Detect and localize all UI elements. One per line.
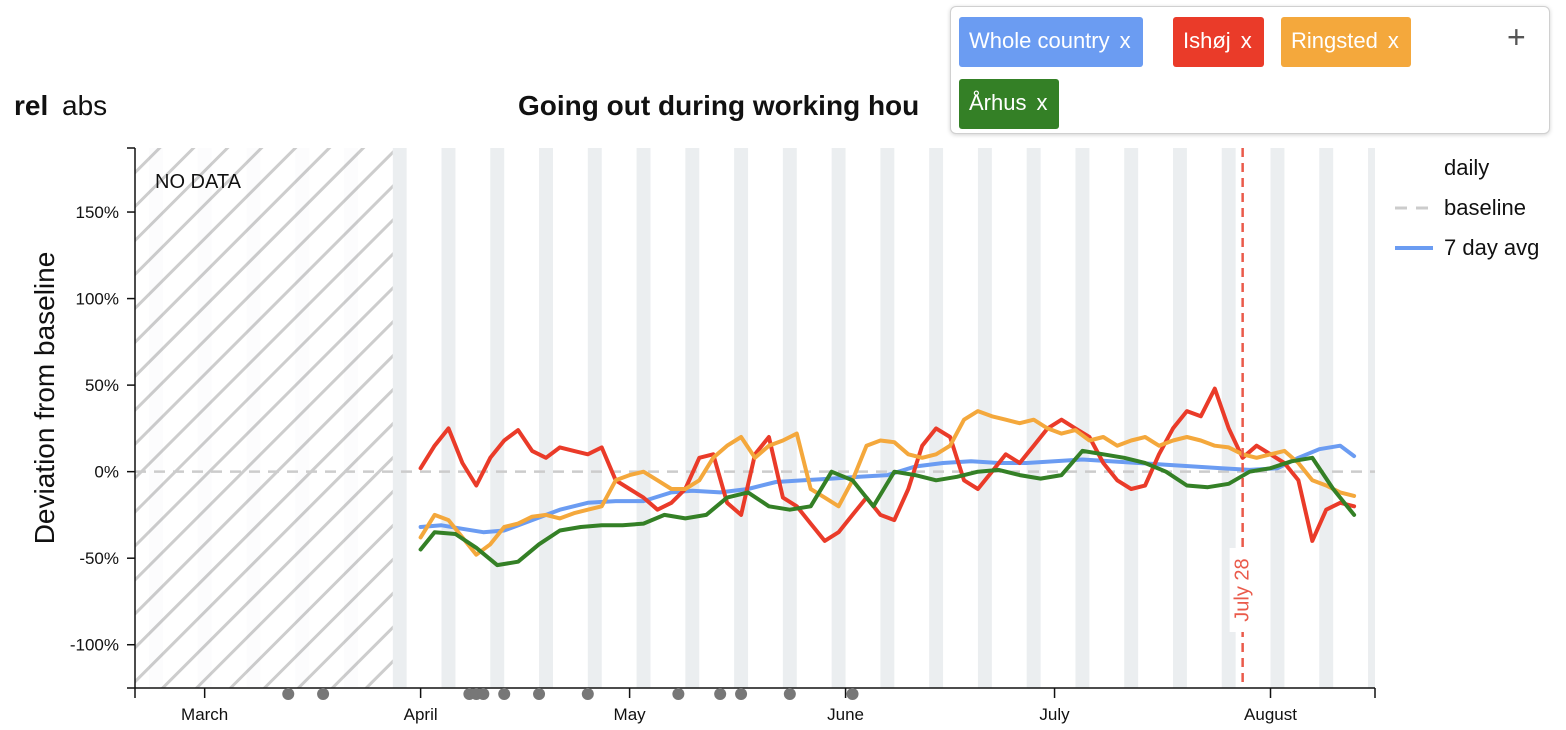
legend-heading: daily [1444, 155, 1489, 180]
date-marker-group: July 28 [1229, 148, 1256, 688]
holiday-dot [714, 688, 727, 700]
mode-rel-button[interactable]: rel [14, 90, 49, 121]
weekend-band [831, 148, 846, 688]
weekend-band [880, 148, 895, 688]
date-marker-label: July 28 [1232, 558, 1254, 621]
chart-title: Going out during working hou [518, 90, 920, 121]
remove-region-button[interactable]: x [1240, 28, 1252, 53]
holiday-dot [533, 688, 546, 700]
holiday-dot [282, 688, 295, 700]
region-chip-whole-country[interactable]: Whole country x [959, 17, 1143, 67]
region-selector-panel: Whole country x Ishøj x Ringsted x Århus x + [950, 6, 1550, 134]
holiday-dot [735, 688, 748, 700]
holiday-dot [317, 688, 330, 700]
x-tick-label: June [827, 705, 864, 724]
weekend-band [636, 148, 651, 688]
y-tick-label: 0% [94, 463, 119, 482]
weekend-band [490, 148, 505, 688]
weekend-band [929, 148, 944, 688]
no-data-region: NO DATA [135, 148, 393, 688]
holiday-dot [581, 688, 594, 700]
weekend-band [1124, 148, 1139, 688]
weekend-band [1270, 148, 1285, 688]
x-tick-label: March [181, 705, 228, 724]
date-marker-label-bg [1229, 548, 1256, 632]
holiday-dot [783, 688, 796, 700]
holiday-dots [282, 688, 859, 700]
weekend-band [539, 148, 553, 688]
region-chip-aarhus[interactable]: Århus x [959, 79, 1060, 129]
y-tick-label: 150% [76, 203, 119, 222]
add-region-button[interactable]: + [1507, 19, 1526, 55]
y-tick-label: 50% [85, 376, 119, 395]
series-line [418, 443, 1357, 535]
legend-avg-label: 7 day avg [1444, 235, 1539, 260]
y-tick-label: -100% [70, 636, 119, 655]
holiday-dot [672, 688, 685, 700]
weekend-band [734, 148, 749, 688]
holiday-dot [498, 688, 511, 700]
weekend-band [685, 148, 700, 688]
weekend-band [1368, 148, 1375, 688]
region-chip-label: Ringsted [1291, 28, 1378, 53]
series-line [418, 386, 1357, 543]
weekend-band [1075, 148, 1090, 688]
weekend-band [782, 148, 797, 688]
legend: daily baseline 7 day avg [1395, 155, 1539, 260]
mode-abs-button[interactable]: abs [62, 90, 108, 121]
region-chip-label: Ishøj [1183, 28, 1231, 53]
x-tick-label: April [404, 705, 438, 724]
axes: 150% 100% 50% 0% -50% -100% March April May June J… [29, 147, 1376, 724]
region-chip-ringsted[interactable]: Ringsted x [1281, 17, 1411, 67]
y-tick-label: 100% [76, 290, 119, 309]
series-group [418, 386, 1357, 568]
holiday-dot [846, 688, 859, 700]
remove-region-button[interactable]: x [1119, 28, 1131, 53]
weekend-band [392, 148, 407, 688]
no-data-label: NO DATA [155, 171, 242, 193]
holiday-dot [477, 688, 490, 700]
series-line [418, 448, 1357, 568]
no-data-hatch [135, 148, 393, 688]
region-chip-label: Århus [969, 90, 1027, 115]
weekend-band [441, 148, 456, 688]
region-chip-label: Whole country [969, 28, 1110, 53]
y-axis-label: Deviation from baseline [29, 252, 60, 545]
weekend-band [1319, 148, 1334, 688]
x-tick-label: August [1244, 705, 1297, 724]
remove-region-button[interactable]: x [1036, 90, 1048, 115]
series-line [418, 409, 1357, 557]
y-tick-label: -50% [79, 549, 119, 568]
x-tick-label: July [1039, 705, 1070, 724]
region-chip-ishoj[interactable]: Ishøj x [1173, 17, 1264, 67]
weekend-band [977, 148, 992, 688]
legend-baseline-label: baseline [1444, 195, 1526, 220]
remove-region-button[interactable]: x [1387, 28, 1399, 53]
x-tick-label: May [614, 705, 647, 724]
mode-toggle: rel abs [14, 90, 107, 122]
weekend-band [587, 148, 602, 688]
